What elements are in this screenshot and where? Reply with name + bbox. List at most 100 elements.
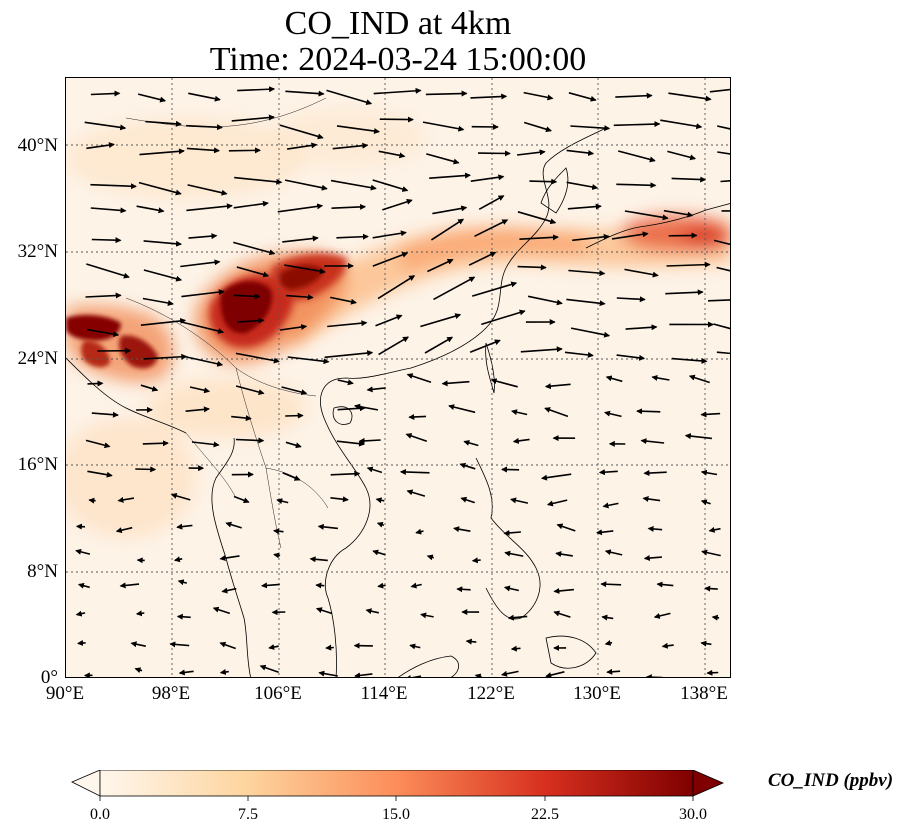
wind-arrow bbox=[237, 317, 265, 324]
wind-arrow bbox=[378, 336, 409, 356]
wind-arrow bbox=[135, 610, 145, 617]
wind-arrow bbox=[87, 470, 113, 478]
wind-arrow bbox=[470, 174, 505, 182]
wind-arrow bbox=[665, 289, 704, 296]
wind-arrow bbox=[566, 181, 599, 190]
wind-arrow bbox=[624, 268, 659, 278]
wind-arrow bbox=[191, 441, 220, 448]
wind-arrow bbox=[433, 276, 476, 301]
wind-arrow bbox=[135, 466, 157, 473]
wind-arrow bbox=[325, 644, 334, 651]
wind-arrow bbox=[544, 383, 571, 390]
wind-arrow bbox=[568, 269, 606, 277]
wind-arrow bbox=[185, 406, 210, 413]
wind-arrow bbox=[426, 554, 434, 561]
wind-arrow bbox=[282, 472, 301, 481]
lon-label-122e: 122°E bbox=[467, 683, 515, 704]
wind-arrow bbox=[606, 668, 621, 675]
wind-arrow bbox=[372, 230, 407, 239]
wind-arrow bbox=[616, 182, 657, 189]
wind-arrow bbox=[713, 323, 730, 330]
wind-arrow bbox=[708, 299, 730, 302]
mainland-coast bbox=[320, 127, 607, 677]
colorbar-tick-1: 7.5 bbox=[238, 806, 258, 823]
wind-arrow bbox=[279, 324, 308, 331]
wind-arrow bbox=[279, 124, 324, 140]
wind-arrow bbox=[75, 523, 86, 530]
colorbar-tick-2: 15.0 bbox=[382, 806, 410, 823]
wind-arrow bbox=[470, 93, 508, 100]
wind-arrow bbox=[231, 415, 252, 422]
map-subtitle-time: Time: 2024-03-24 15:00:00 bbox=[209, 41, 587, 78]
wind-arrow bbox=[324, 350, 374, 359]
wind-arrow bbox=[602, 502, 619, 509]
wind-arrow bbox=[119, 582, 140, 589]
map-title: CO_IND at 4km bbox=[284, 5, 512, 42]
wind-arrow bbox=[651, 374, 670, 381]
wind-arrow bbox=[504, 550, 524, 557]
lon-label-114e: 114°E bbox=[360, 683, 408, 704]
map-panel bbox=[65, 77, 731, 678]
wind-arrow bbox=[481, 309, 526, 326]
wind-arrow bbox=[90, 207, 127, 214]
wind-arrow bbox=[331, 203, 367, 210]
wind-arrow bbox=[460, 496, 475, 504]
wind-arrow bbox=[671, 176, 707, 183]
wind-arrow bbox=[136, 205, 165, 214]
wind-arrow bbox=[566, 298, 606, 307]
wind-arrow bbox=[176, 613, 191, 620]
wind-arrow bbox=[711, 614, 720, 621]
wind-arrow bbox=[315, 582, 325, 589]
wind-arrow bbox=[656, 581, 674, 588]
wind-arrow bbox=[527, 295, 563, 306]
wind-arrow bbox=[366, 466, 383, 474]
wind-arrow bbox=[281, 386, 308, 396]
lon-label-90e: 90°E bbox=[45, 683, 85, 704]
wind-arrow bbox=[408, 413, 427, 420]
wind-arrow bbox=[405, 433, 428, 443]
wind-arrow bbox=[546, 499, 568, 507]
wind-arrow bbox=[332, 142, 369, 150]
wind-arrow bbox=[510, 497, 529, 504]
wind-arrow bbox=[568, 92, 597, 102]
wind-arrow bbox=[284, 179, 328, 191]
wind-arrow bbox=[424, 336, 454, 354]
wind-arrow bbox=[717, 151, 730, 155]
wind-arrow bbox=[261, 582, 280, 589]
wind-arrow bbox=[478, 195, 505, 211]
wind-arrow bbox=[231, 114, 275, 122]
wind-arrow bbox=[716, 266, 730, 272]
wind-arrow bbox=[233, 293, 261, 300]
wind-arrow bbox=[448, 404, 476, 414]
wind-arrow bbox=[285, 441, 302, 449]
wind-arrow bbox=[713, 239, 730, 246]
wind-arrow bbox=[90, 90, 121, 97]
wind-arrow bbox=[234, 176, 283, 185]
wind-arrow bbox=[459, 462, 476, 470]
wind-arrow bbox=[666, 261, 711, 268]
wind-arrow bbox=[138, 93, 167, 103]
wind-arrow bbox=[373, 87, 422, 95]
colorbar-max-extend bbox=[692, 770, 725, 797]
wind-arrow bbox=[327, 320, 368, 328]
wind-arrow bbox=[529, 178, 558, 185]
wind-arrow bbox=[553, 610, 571, 618]
wind-arrow bbox=[642, 496, 661, 502]
wind-arrow bbox=[173, 556, 183, 563]
wind-arrow bbox=[432, 205, 468, 215]
wind-arrow bbox=[523, 121, 552, 133]
wind-arrow bbox=[611, 231, 649, 240]
wind-arrow bbox=[337, 379, 354, 386]
wind-arrow bbox=[219, 555, 240, 562]
wind-arrow bbox=[653, 612, 671, 619]
wind-arrow bbox=[474, 673, 482, 677]
wind-arrow bbox=[511, 409, 528, 416]
wind-arrow bbox=[117, 496, 135, 503]
wind-arrow bbox=[647, 525, 663, 532]
wind-arrow bbox=[354, 403, 379, 411]
wind-arrow bbox=[143, 353, 188, 360]
wind-arrow bbox=[625, 324, 658, 331]
wind-arrow bbox=[615, 92, 653, 99]
wind-arrow bbox=[219, 669, 229, 675]
concentration-field bbox=[66, 78, 730, 677]
